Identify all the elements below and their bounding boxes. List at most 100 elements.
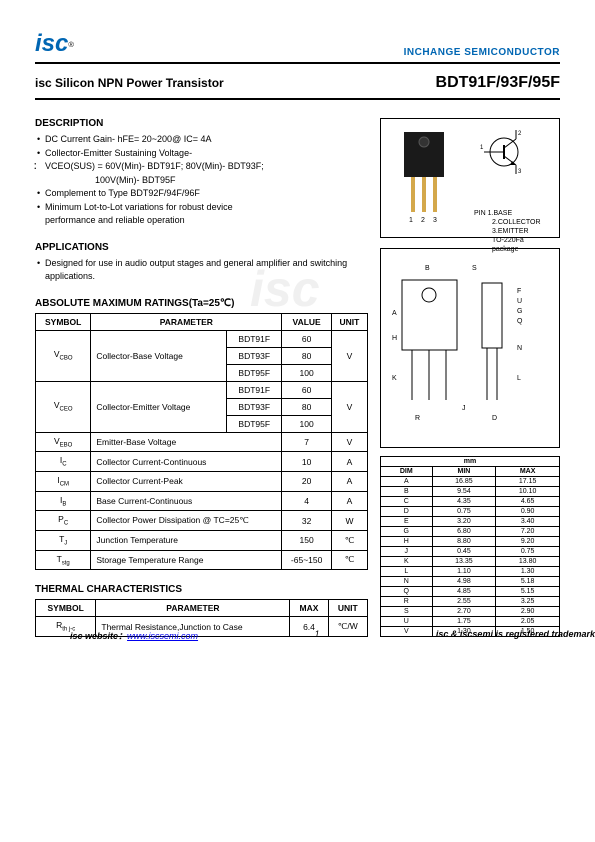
- svg-text:1: 1: [409, 217, 413, 224]
- dim-cell: G: [381, 527, 433, 537]
- unit: V: [331, 432, 367, 452]
- dim-cell: 1.30: [496, 567, 560, 577]
- svg-text:H: H: [392, 335, 397, 342]
- col: MAX: [496, 467, 560, 477]
- dim-cell: 3.25: [496, 597, 560, 607]
- cell: 150: [282, 530, 332, 550]
- unit: V: [331, 330, 367, 381]
- dim-cell: 4.85: [432, 587, 496, 597]
- dim-cell: U: [381, 617, 433, 627]
- page-number: 1: [314, 629, 319, 642]
- dim-cell: Q: [381, 587, 433, 597]
- dim-unit: mm: [381, 457, 560, 467]
- desc-item: Minimum Lot-to-Lot variations for robust…: [35, 201, 368, 215]
- desc-item: Collector-Emitter Sustaining Voltage-: [35, 147, 368, 161]
- sym-tj: TJ: [36, 530, 91, 550]
- cell: 60: [282, 330, 332, 347]
- dim-cell: 2.55: [432, 597, 496, 607]
- dim-cell: 1.75: [432, 617, 496, 627]
- svg-text:B: B: [425, 265, 430, 272]
- dimension-drawing: B S F A U G Q H N L K J R D: [380, 248, 560, 448]
- dim-cell: 13.35: [432, 557, 496, 567]
- svg-text:G: G: [517, 308, 522, 315]
- dim-cell: H: [381, 537, 433, 547]
- param: Collector-Emitter Voltage: [91, 381, 227, 432]
- col: SYMBOL: [36, 600, 96, 617]
- logo-sup: ®: [68, 40, 74, 49]
- cell: 32: [282, 511, 332, 531]
- dim-cell: 7.20: [496, 527, 560, 537]
- dim-cell: 9.54: [432, 487, 496, 497]
- dim-cell: 2.90: [496, 607, 560, 617]
- dim-cell: 3.40: [496, 517, 560, 527]
- col-unit: UNIT: [331, 313, 367, 330]
- svg-text:A: A: [392, 310, 397, 317]
- dim-cell: 0.75: [496, 547, 560, 557]
- cell: BDT95F: [227, 415, 282, 432]
- dim-cell: 8.80: [432, 537, 496, 547]
- dim-cell: K: [381, 557, 433, 567]
- unit: A: [331, 471, 367, 491]
- svg-text:F: F: [517, 288, 521, 295]
- dim-cell: 13.80: [496, 557, 560, 567]
- dim-cell: B: [381, 487, 433, 497]
- cell: 60: [282, 381, 332, 398]
- dim-cell: 5.15: [496, 587, 560, 597]
- sym-vceo: VCEO: [36, 381, 91, 432]
- dim-cell: N: [381, 577, 433, 587]
- unit: V: [331, 381, 367, 432]
- ratings-heading: ABSOLUTE MAXIMUM RATINGS(Ta=25℃): [35, 298, 368, 309]
- cell: 80: [282, 398, 332, 415]
- dim-cell: 5.18: [496, 577, 560, 587]
- sym-vcbo: VCBO: [36, 330, 91, 381]
- param: Junction Temperature: [91, 530, 282, 550]
- svg-text:Q: Q: [517, 318, 523, 325]
- dim-cell: D: [381, 507, 433, 517]
- desc-item: DC Current Gain- hFE= 20~200@ IC= 4A: [35, 133, 368, 147]
- cell: -65~150: [282, 550, 332, 570]
- desc-item: VCEO(SUS) = 60V(Min)- BDT91F; 80V(Min)- …: [35, 160, 368, 174]
- cell: 10: [282, 452, 332, 472]
- pin: 2.COLLECTOR: [474, 218, 551, 227]
- company-name: INCHANGE SEMICONDUCTOR: [404, 47, 560, 58]
- dim-cell: 10.10: [496, 487, 560, 497]
- sym-pc: PC: [36, 511, 91, 531]
- svg-text:3: 3: [518, 169, 522, 175]
- applications-heading: APPLICATIONS: [35, 242, 368, 253]
- description-list: DC Current Gain- hFE= 20~200@ IC= 4A Col…: [35, 133, 368, 228]
- title-row: isc Silicon NPN Power Transistor BDT91F/…: [35, 68, 560, 100]
- dim-cell: 9.20: [496, 537, 560, 547]
- dim-cell: 4.65: [496, 497, 560, 507]
- cell: 7: [282, 432, 332, 452]
- dim-cell: 1.10: [432, 567, 496, 577]
- desc-item: performance and reliable operation: [35, 214, 368, 228]
- pin-head: PIN: [474, 210, 486, 217]
- col: PARAMETER: [96, 600, 290, 617]
- unit: W: [331, 511, 367, 531]
- dim-cell: J: [381, 547, 433, 557]
- cell: BDT91F: [227, 330, 282, 347]
- package-diagram: 1 2 3 1 2 3: [380, 118, 560, 238]
- sym-tstg: Tstg: [36, 550, 91, 570]
- product-title: isc Silicon NPN Power Transistor: [35, 76, 224, 90]
- dim-cell: C: [381, 497, 433, 507]
- param: Storage Temperature Range: [91, 550, 282, 570]
- dim-cell: 6.80: [432, 527, 496, 537]
- site-link[interactable]: www.iscsemi.com: [127, 631, 198, 641]
- unit: A: [331, 452, 367, 472]
- param: Emitter-Base Voltage: [91, 432, 282, 452]
- part-number: BDT91F/93F/95F: [436, 74, 560, 92]
- svg-text:K: K: [392, 375, 397, 382]
- logo: isc: [35, 30, 68, 57]
- dim-cell: 0.75: [432, 507, 496, 517]
- svg-text:N: N: [517, 345, 522, 352]
- param: Collector Current-Peak: [91, 471, 282, 491]
- dim-cell: R: [381, 597, 433, 607]
- dimension-table: mm DIM MIN MAX A16.8517.15B9.5410.10C4.3…: [380, 456, 560, 637]
- sym-vebo: VEBO: [36, 432, 91, 452]
- param: Collector Current-Continuous: [91, 452, 282, 472]
- description-heading: DESCRIPTION: [35, 118, 368, 129]
- dim-cell: 4.98: [432, 577, 496, 587]
- col: UNIT: [328, 600, 367, 617]
- col-symbol: SYMBOL: [36, 313, 91, 330]
